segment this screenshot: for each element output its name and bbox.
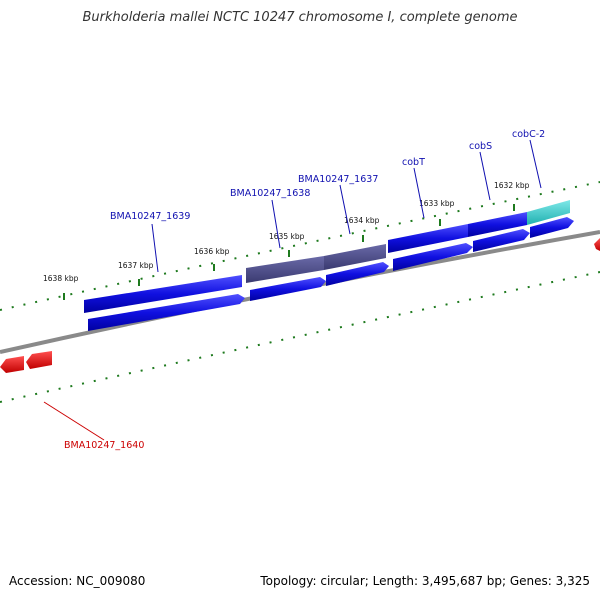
gene-bar-bma1638-upper[interactable] [246,256,324,283]
gene-bar-bma1637-upper[interactable] [324,244,386,270]
forward-gene-band-lower [88,217,574,331]
gene-bar-cobT-upper[interactable] [388,224,468,253]
gene-bar-bma1639-upper[interactable] [84,275,242,313]
gene-arrow-bma1639[interactable] [88,294,245,331]
gene-arrow-cobT[interactable] [393,243,473,271]
label-leaders [43,139,542,441]
gene-arrow-bma1640-a[interactable] [0,356,24,373]
genome-summary-text: Topology: circular; Length: 3,495,687 bp… [260,574,590,588]
gene-arrow-cobC2[interactable] [530,217,574,238]
gene-label-bma1639[interactable]: BMA10247_1639 [110,211,190,222]
map-title: Burkholderia mallei NCTC 10247 chromosom… [82,10,518,25]
gene-label-cobT[interactable]: cobT [402,157,425,168]
major-ticks [63,204,515,300]
accession-text: Accession: NC_009080 [9,574,146,588]
gene-bar-cobS-upper[interactable] [468,212,527,237]
kbp-label-1638: 1638 kbp [43,274,79,283]
kbp-label-1635: 1635 kbp [269,232,305,241]
lower-tick-track [0,271,600,403]
upper-tick-track [0,181,600,311]
forward-gene-band-upper [84,200,570,313]
gene-arrow-cobS[interactable] [473,229,530,252]
gene-label-cobC2[interactable]: cobC-2 [512,129,545,140]
gene-arrow-bma1637[interactable] [326,262,389,286]
kbp-label-1632: 1632 kbp [494,181,530,190]
gene-arrow-bma1638[interactable] [250,277,326,301]
gene-arrow-bma1640-b[interactable] [26,351,52,369]
gene-arrow-offscreen-right[interactable] [594,238,600,251]
gene-bar-cobC2-upper[interactable] [527,200,570,225]
kbp-label-1633: 1633 kbp [419,199,455,208]
kbp-label-1637: 1637 kbp [118,261,154,270]
gene-label-bma1638[interactable]: BMA10247_1638 [230,188,310,199]
gene-label-bma1637[interactable]: BMA10247_1637 [298,174,378,185]
reverse-gene-band [0,238,600,373]
gene-label-bma1640[interactable]: BMA10247_1640 [64,440,144,451]
kbp-label-1634: 1634 kbp [344,216,380,225]
backbone-line [0,230,600,354]
gene-label-cobS[interactable]: cobS [469,141,492,152]
kbp-label-1636: 1636 kbp [194,247,230,256]
